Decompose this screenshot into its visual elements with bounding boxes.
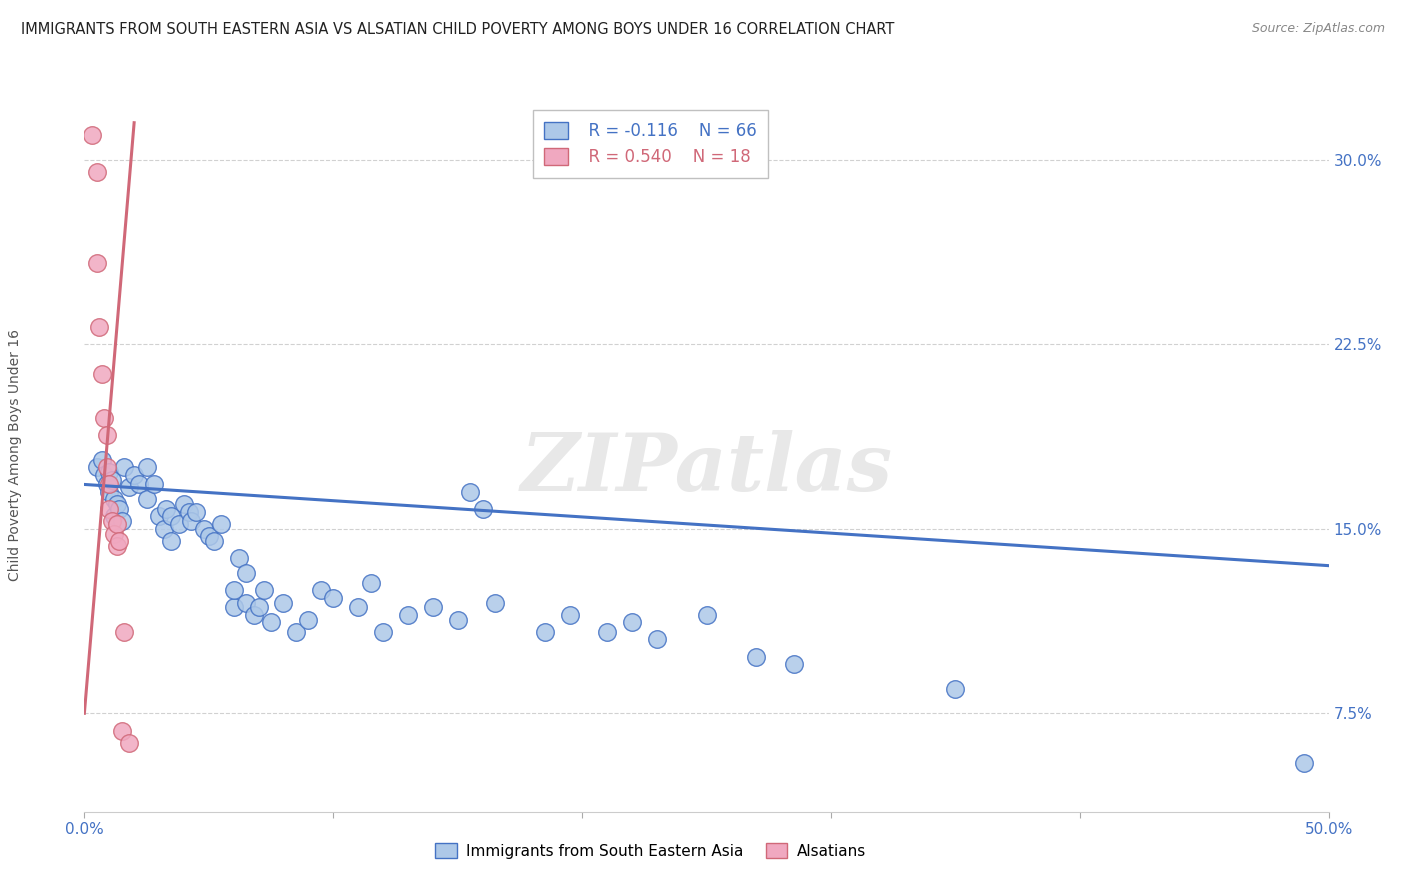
Point xyxy=(112,460,135,475)
Point xyxy=(193,522,215,536)
Point xyxy=(347,600,370,615)
Point xyxy=(108,534,131,549)
Point xyxy=(143,477,166,491)
Text: ZIPatlas: ZIPatlas xyxy=(520,431,893,508)
Point xyxy=(484,596,506,610)
Point xyxy=(160,534,183,549)
Point xyxy=(135,460,157,475)
Point xyxy=(645,632,668,647)
Point xyxy=(103,509,125,524)
Point xyxy=(111,723,134,738)
Point xyxy=(98,484,121,499)
Point xyxy=(96,460,118,475)
Legend: Immigrants from South Eastern Asia, Alsatians: Immigrants from South Eastern Asia, Alsa… xyxy=(429,837,872,864)
Point xyxy=(458,484,481,499)
Point xyxy=(173,497,195,511)
Point xyxy=(247,600,270,615)
Point xyxy=(186,504,208,518)
Point xyxy=(273,596,295,610)
Point xyxy=(105,497,128,511)
Point xyxy=(596,625,619,640)
Point xyxy=(228,551,250,566)
Point xyxy=(90,453,112,467)
Point xyxy=(103,526,125,541)
Point xyxy=(945,681,967,696)
Point xyxy=(782,657,804,671)
Point xyxy=(86,256,108,270)
Point xyxy=(180,514,202,528)
Point xyxy=(222,600,245,615)
Point xyxy=(696,607,718,622)
Point xyxy=(155,502,177,516)
Point xyxy=(100,514,122,528)
Point xyxy=(235,596,257,610)
Point xyxy=(105,539,128,553)
Point xyxy=(447,613,470,627)
Point xyxy=(167,516,190,531)
Point xyxy=(118,736,141,750)
Point xyxy=(153,522,176,536)
Point xyxy=(98,477,121,491)
Point xyxy=(148,509,170,524)
Point xyxy=(96,477,118,491)
Point xyxy=(260,615,283,630)
Point xyxy=(242,607,264,622)
Point xyxy=(209,516,232,531)
Point xyxy=(322,591,344,605)
Y-axis label: Child Poverty Among Boys Under 16: Child Poverty Among Boys Under 16 xyxy=(8,329,22,581)
Point xyxy=(96,428,118,442)
Point xyxy=(533,625,555,640)
Point xyxy=(235,566,257,580)
Point xyxy=(252,583,274,598)
Point xyxy=(396,607,419,622)
Point xyxy=(80,128,103,142)
Point xyxy=(558,607,581,622)
Point xyxy=(160,509,183,524)
Point xyxy=(135,492,157,507)
Point xyxy=(1292,756,1315,770)
Point xyxy=(177,504,200,518)
Point xyxy=(103,492,125,507)
Point xyxy=(128,477,150,491)
Point xyxy=(309,583,332,598)
Point xyxy=(197,529,221,543)
Point xyxy=(93,467,115,482)
Point xyxy=(86,165,108,179)
Text: Source: ZipAtlas.com: Source: ZipAtlas.com xyxy=(1251,22,1385,36)
Point xyxy=(284,625,307,640)
Point xyxy=(118,480,141,494)
Point xyxy=(105,516,128,531)
Point xyxy=(122,467,145,482)
Point xyxy=(745,649,768,664)
Point xyxy=(100,473,122,487)
Point xyxy=(112,625,135,640)
Point xyxy=(297,613,319,627)
Point xyxy=(371,625,394,640)
Point xyxy=(86,460,108,475)
Point xyxy=(620,615,643,630)
Point xyxy=(108,502,131,516)
Point xyxy=(89,320,111,334)
Point xyxy=(111,514,134,528)
Point xyxy=(471,502,494,516)
Point xyxy=(90,367,112,381)
Text: IMMIGRANTS FROM SOUTH EASTERN ASIA VS ALSATIAN CHILD POVERTY AMONG BOYS UNDER 16: IMMIGRANTS FROM SOUTH EASTERN ASIA VS AL… xyxy=(21,22,894,37)
Point xyxy=(98,465,121,479)
Point xyxy=(360,575,382,590)
Point xyxy=(202,534,225,549)
Point xyxy=(93,411,115,425)
Point xyxy=(422,600,444,615)
Point xyxy=(98,502,121,516)
Point xyxy=(222,583,245,598)
